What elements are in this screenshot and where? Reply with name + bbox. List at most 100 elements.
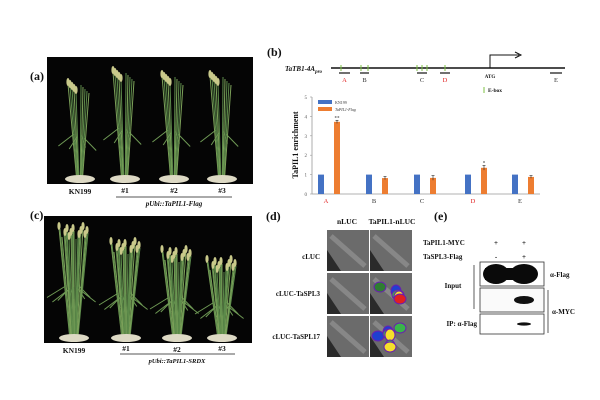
x-tick-label-A: A — [324, 198, 329, 205]
line-label-1-c: #1 — [122, 344, 130, 353]
plant-stem — [174, 257, 177, 336]
y-tick-label: 4 — [305, 115, 308, 120]
plant-stem — [73, 89, 79, 177]
row-label-cluc: cLUC — [302, 253, 320, 261]
wheat-spike — [129, 245, 133, 253]
plant-stem — [223, 80, 228, 177]
panel-b-label: (b) — [267, 45, 282, 59]
flower-pot — [207, 334, 237, 342]
lane1-flag: - — [495, 253, 498, 261]
wheat-spike — [67, 232, 71, 240]
wheat-spike — [168, 78, 172, 86]
wheat-spike — [119, 247, 123, 255]
flower-pot — [207, 175, 237, 183]
arrowhead-icon — [514, 51, 523, 59]
bar-kn199-D — [465, 174, 471, 194]
wheat-spike — [77, 230, 81, 238]
wheat-spike — [109, 237, 113, 245]
plant-stem — [209, 75, 219, 177]
plant-stem — [162, 251, 174, 336]
bar-tapil1-flag-E — [528, 176, 534, 194]
leaf-vein — [329, 234, 367, 268]
plant-stem — [167, 256, 175, 336]
construct-label-flag: pUbi::TaPIL1-Flag — [145, 200, 203, 208]
leaf-vein — [372, 234, 410, 268]
plant-stem — [209, 269, 219, 336]
flower-pot — [111, 334, 141, 342]
wheat-spike — [166, 251, 170, 259]
leaf — [130, 292, 143, 306]
luminescence-signal — [384, 328, 396, 342]
plant-stem — [112, 71, 122, 177]
plant-stem — [207, 261, 219, 336]
wheat-spike — [180, 253, 184, 261]
plant-stem — [179, 250, 187, 336]
leaf — [131, 297, 148, 310]
panel-d-label: (d) — [266, 209, 281, 223]
plant-stem — [163, 77, 172, 177]
plant-stem — [223, 82, 230, 177]
bar-kn199-B — [366, 174, 372, 194]
plant-stem — [82, 92, 90, 177]
flower-pot — [65, 175, 95, 183]
wheat-spike — [225, 263, 229, 271]
leaf — [78, 285, 91, 298]
plant-stem — [126, 253, 129, 336]
leaf — [98, 292, 119, 306]
wheat-spike — [231, 263, 235, 271]
luminescence-signal — [371, 330, 385, 342]
wheat-spike — [160, 245, 164, 253]
plant-stem — [173, 76, 176, 177]
leaf — [109, 295, 122, 309]
plant-stem — [59, 228, 71, 336]
significance-mark: ** — [335, 116, 341, 121]
plant-stem — [217, 83, 222, 177]
region-label-E: E — [554, 77, 558, 84]
x-tick-label-D: D — [471, 198, 476, 205]
leaf — [162, 132, 172, 146]
leaf-shadow — [370, 336, 384, 357]
plant-stem — [116, 75, 124, 177]
leaf — [57, 288, 70, 301]
x-tick-label-B: B — [372, 198, 377, 205]
flower-pot — [59, 334, 89, 342]
construct-label-srdx: pUbi::TaPIL1-SRDX — [148, 358, 206, 365]
legend-label-flag: TaPIL1-Flag — [335, 107, 356, 112]
leaf — [182, 301, 199, 314]
plant-stem — [165, 79, 173, 177]
plant-stem — [114, 73, 123, 177]
plant-stem — [116, 248, 124, 336]
line-label-1: #1 — [121, 186, 129, 195]
ebox-legend-label: E-box — [488, 88, 502, 94]
row-label-input: Input — [445, 282, 462, 290]
region-label-B: B — [362, 77, 367, 84]
leaf-shadow — [327, 336, 341, 357]
plant-stem — [174, 78, 178, 177]
region-label-D: D — [443, 77, 448, 84]
bar-kn199-C — [414, 174, 420, 194]
bar-kn199-E — [512, 174, 518, 194]
leaf-vein — [329, 277, 367, 311]
x-tick-label-E: E — [518, 198, 522, 205]
atg-label: ATG — [485, 75, 496, 80]
wheat-spike — [74, 86, 78, 94]
leaf — [46, 285, 67, 298]
plant-stem — [180, 259, 190, 336]
flower-pot — [110, 175, 140, 183]
leaf-shadow — [370, 293, 384, 314]
row-label-cluc-taspl17: cLUC-TaSPL17 — [272, 333, 320, 341]
leaf — [129, 132, 142, 145]
leaf — [226, 134, 239, 147]
plant-stem — [126, 78, 133, 177]
plant-stem — [177, 261, 180, 336]
plant-stem — [225, 269, 235, 336]
plant-stem — [178, 258, 183, 336]
lane2-flag: + — [522, 253, 526, 261]
plant-stem — [178, 254, 185, 336]
plant-stem — [164, 259, 174, 336]
plant-stem — [76, 227, 84, 336]
region-label-C: C — [420, 77, 424, 84]
plant-stem — [126, 76, 131, 177]
